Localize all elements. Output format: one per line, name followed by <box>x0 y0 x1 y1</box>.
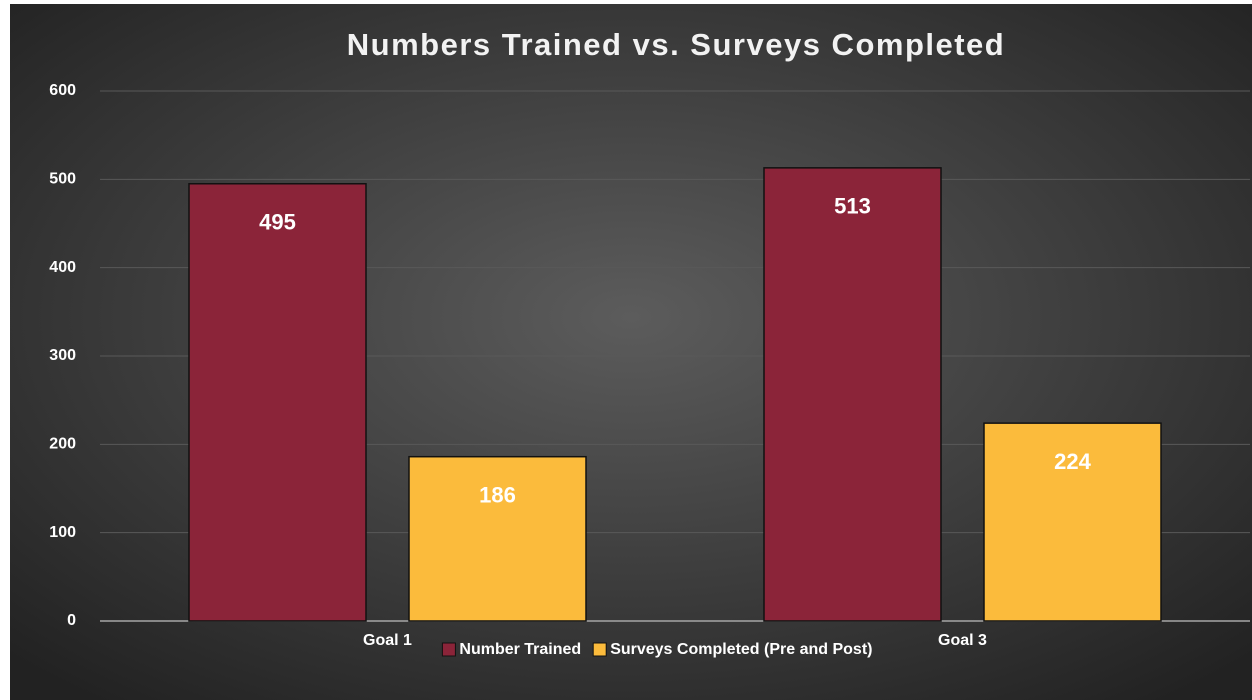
chart-title: Numbers Trained vs. Surveys Completed <box>347 27 1006 62</box>
y-tick-label: 500 <box>49 171 76 188</box>
y-tick-label: 0 <box>67 612 76 629</box>
legend-swatch <box>592 642 607 657</box>
legend-label: Number Trained <box>459 641 581 658</box>
bar <box>188 183 367 622</box>
bar <box>408 455 587 622</box>
bar <box>763 167 942 622</box>
x-tick-label: Goal 3 <box>938 632 987 649</box>
x-tick-label: Goal 1 <box>363 632 412 649</box>
y-tick-label: 600 <box>49 82 76 99</box>
bar <box>983 422 1162 622</box>
y-tick-label: 100 <box>49 524 76 541</box>
legend-swatch <box>441 642 456 657</box>
data-label: 495 <box>259 210 296 235</box>
data-label: 224 <box>1054 449 1091 474</box>
data-label: 513 <box>834 194 871 219</box>
legend-label: Surveys Completed (Pre and Post) <box>610 641 872 658</box>
data-label: 186 <box>479 483 516 508</box>
y-tick-label: 300 <box>49 347 76 364</box>
y-tick-label: 400 <box>49 259 76 276</box>
y-tick-label: 200 <box>49 436 76 453</box>
